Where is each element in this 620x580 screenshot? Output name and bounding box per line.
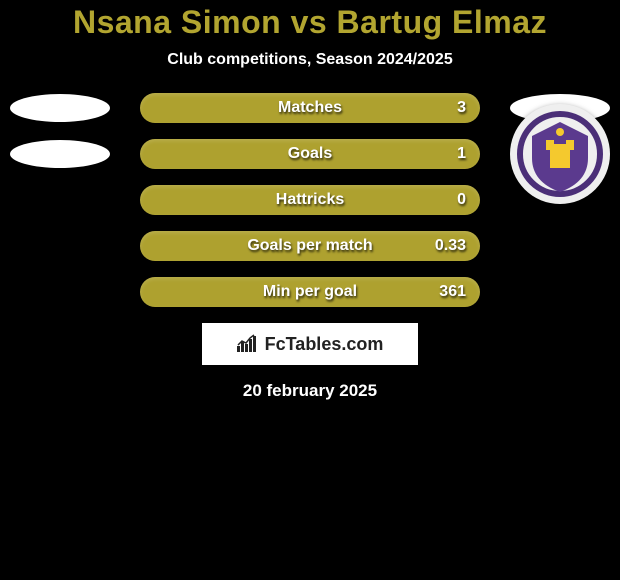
stat-row: Goals 1 — [0, 139, 620, 169]
left-ellipse — [10, 140, 110, 168]
stat-label: Goals per match — [247, 237, 372, 255]
subtitle: Club competitions, Season 2024/2025 — [0, 51, 620, 69]
stat-bar: Min per goal 361 — [140, 277, 480, 307]
stat-value: 1 — [457, 145, 466, 163]
stat-row: Goals per match 0.33 — [0, 231, 620, 261]
stat-value: 0 — [457, 191, 466, 209]
footer-logo: FcTables.com — [202, 323, 418, 365]
stats-rows: Matches 3 Goals 1 Hattricks 0 Goals per match 0… — [0, 93, 620, 307]
date-text: 20 february 2025 — [0, 381, 620, 401]
left-ellipse — [10, 94, 110, 122]
stat-row: Hattricks 0 — [0, 185, 620, 215]
barchart-icon — [237, 334, 259, 354]
stat-label: Goals — [288, 145, 332, 163]
stat-bar: Goals 1 — [140, 139, 480, 169]
stat-label: Matches — [278, 99, 342, 117]
stat-bar: Goals per match 0.33 — [140, 231, 480, 261]
stat-value: 3 — [457, 99, 466, 117]
stat-bar: Hattricks 0 — [140, 185, 480, 215]
stat-row: Min per goal 361 — [0, 277, 620, 307]
stat-value: 361 — [439, 283, 466, 301]
footer-brand-text: FcTables.com — [265, 334, 384, 355]
stat-label: Min per goal — [263, 283, 357, 301]
stat-value: 0.33 — [435, 237, 466, 255]
stat-bar: Matches 3 — [140, 93, 480, 123]
page-title: Nsana Simon vs Bartug Elmaz — [0, 4, 620, 41]
stat-label: Hattricks — [276, 191, 344, 209]
